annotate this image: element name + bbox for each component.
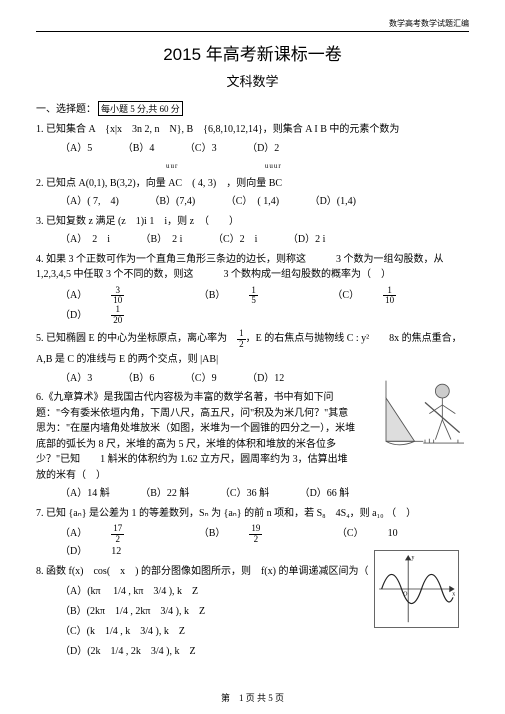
section-prefix: 一、选择题： xyxy=(36,104,96,115)
question-5: 5. 已知椭圆 E 的中心为坐标原点，离心率为 12，E 的右焦点与抛物线 C … xyxy=(36,329,469,349)
page-footer: 第 1 页 共 5 页 xyxy=(0,691,505,704)
opt-7d: （D）12 xyxy=(60,544,145,560)
opt-8d: （D）(2k 1/4 , 2k 3/4 ), k Z xyxy=(60,642,356,662)
opt-6d: （D）66 斛 xyxy=(300,486,350,502)
opt-1c: （C）3 xyxy=(185,141,217,157)
section-heading: 一、选择题：每小题 5 分,共 60 分 xyxy=(36,100,469,116)
opt-2b: （B）(7,4) xyxy=(149,194,195,210)
opt-1a: （A）5 xyxy=(60,141,92,157)
opt-5c: （C）9 xyxy=(185,371,217,387)
vector-mark-uur: uur xyxy=(166,161,178,172)
opt-8a: （A）(kπ 1/4 , kπ 3/4 ), k Z xyxy=(60,582,356,602)
opt-5b: （B）6 xyxy=(123,371,155,387)
opt-7a: （A）172 xyxy=(60,524,172,544)
question-3-options: （A） 2 i （B） 2 i （C）2 i （D）2 i xyxy=(36,232,469,248)
opt-1d: （D）2 xyxy=(247,141,279,157)
opt-4c: （C）110 xyxy=(332,286,444,306)
question-1: 1. 已知集合 A {x|x 3n 2, n N}, B {6,8,10,12,… xyxy=(36,122,469,138)
question-6-options: （A）14 斛 （B）22 斛 （C）36 斛 （D）66 斛 xyxy=(36,486,469,502)
opt-7c: （C）10 xyxy=(337,526,422,542)
opt-1b: （B）4 xyxy=(123,141,155,157)
question-8-options: （A）(kπ 1/4 , kπ 3/4 ), k Z （B）(2kπ 1/4 ,… xyxy=(36,582,356,662)
exam-title: 2015 年高考新课标一卷 xyxy=(36,40,469,65)
question-4-options: （A）310 （B）15 （C）110 （D）120 xyxy=(36,286,469,326)
svg-text:x: x xyxy=(452,592,455,598)
question-3: 3. 已知复数 z 满足 (z 1)i 1 i，则 z （ ） xyxy=(36,214,469,230)
vector-mark-uuur: uuur xyxy=(265,161,282,172)
question-4: 4. 如果 3 个正数可作为一个直角三角形三条边的边长，则称这 3 个数为一组勾… xyxy=(36,252,469,283)
question-2-options: （A）( 7, 4) （B）(7,4) （C） ( 1,4) （D）(1,4) xyxy=(36,194,469,210)
opt-2c: （C） ( 1,4) xyxy=(226,194,279,210)
svg-text:y: y xyxy=(412,555,415,561)
opt-3b: （B） 2 i xyxy=(141,232,183,248)
question-7: 7. 已知 {aₙ} 是公差为 1 的等差数列，Sₙ 为 {aₙ} 的前 n 项… xyxy=(36,506,469,522)
opt-8c: （C）(k 1/4 , k 3/4 ), k Z xyxy=(60,622,356,642)
opt-3a: （A） 2 i xyxy=(60,232,110,248)
opt-6a: （A）14 斛 xyxy=(60,486,110,502)
opt-7b: （B）192 xyxy=(199,524,311,544)
opt-8b: （B）(2kπ 1/4 , 2kπ 3/4 ), k Z xyxy=(60,602,356,622)
exam-subtitle: 文科数学 xyxy=(36,71,469,90)
question-5b: A,B 是 C 的准线与 E 的两个交点，则 |AB| xyxy=(36,352,469,368)
question-2: uur uuur 2. 已知点 A(0,1), B(3,2)，向量 AC ( 4… xyxy=(36,160,469,191)
opt-2a: （A）( 7, 4) xyxy=(60,194,119,210)
header-source: 数学高考数学试题汇编 xyxy=(36,18,469,29)
opt-4d: （D）120 xyxy=(60,305,172,325)
header-rule xyxy=(36,31,469,32)
opt-4a: （A）310 xyxy=(60,286,172,306)
opt-2d: （D）(1,4) xyxy=(310,194,356,210)
opt-3d: （D）2 i xyxy=(288,232,326,248)
opt-6b: （B）22 斛 xyxy=(140,486,189,502)
opt-3c: （C）2 i xyxy=(213,232,257,248)
q5-part2: ，E 的右焦点与抛物线 C : y² 8x 的焦点重合， xyxy=(246,333,462,344)
q5-frac: 12 xyxy=(237,329,246,349)
opt-4b: （B）15 xyxy=(199,286,306,306)
opt-6c: （C）36 斛 xyxy=(220,486,269,502)
opt-5a: （A）3 xyxy=(60,371,92,387)
question-6: 6.《九章算术》是我国古代内容极为丰富的数学名著，书中有如下问题："今有委米依垣… xyxy=(36,390,356,483)
opt-5d: （D）12 xyxy=(247,371,284,387)
q5-part1: 5. 已知椭圆 E 的中心为坐标原点，离心率为 xyxy=(36,333,237,344)
rice-pile-illustration xyxy=(381,372,469,450)
question-2-stem: 2. 已知点 A(0,1), B(3,2)，向量 AC ( 4, 3) ，则向量… xyxy=(36,178,282,189)
question-1-options: （A）5 （B）4 （C）3 （D）2 xyxy=(36,141,469,157)
section-score-box: 每小题 5 分,共 60 分 xyxy=(98,101,183,116)
cosine-graph-illustration: x y O xyxy=(374,550,459,628)
